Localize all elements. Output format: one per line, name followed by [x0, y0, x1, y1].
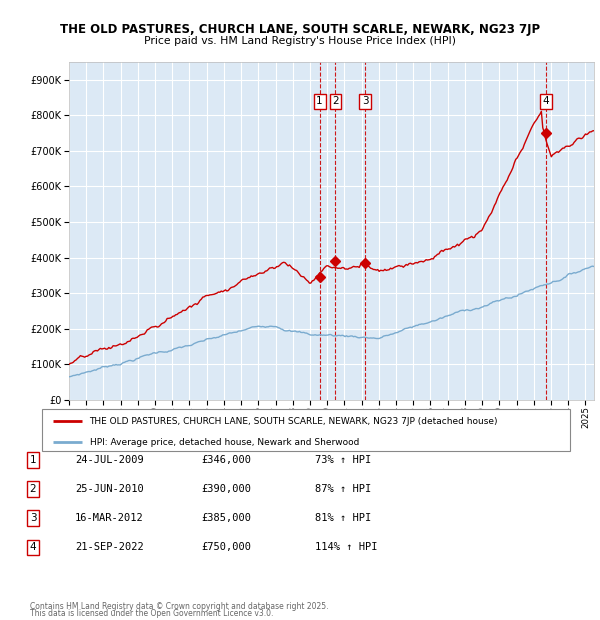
FancyBboxPatch shape — [42, 409, 570, 451]
Text: 4: 4 — [543, 96, 550, 106]
Text: HPI: Average price, detached house, Newark and Sherwood: HPI: Average price, detached house, Newa… — [89, 438, 359, 446]
Text: This data is licensed under the Open Government Licence v3.0.: This data is licensed under the Open Gov… — [30, 609, 274, 618]
Text: 21-SEP-2022: 21-SEP-2022 — [75, 542, 144, 552]
Text: £346,000: £346,000 — [201, 455, 251, 465]
Text: 16-MAR-2012: 16-MAR-2012 — [75, 513, 144, 523]
Text: THE OLD PASTURES, CHURCH LANE, SOUTH SCARLE, NEWARK, NG23 7JP: THE OLD PASTURES, CHURCH LANE, SOUTH SCA… — [60, 24, 540, 36]
Text: 81% ↑ HPI: 81% ↑ HPI — [315, 513, 371, 523]
Text: 3: 3 — [29, 513, 37, 523]
Text: 3: 3 — [362, 96, 368, 106]
Text: £750,000: £750,000 — [201, 542, 251, 552]
Text: Price paid vs. HM Land Registry's House Price Index (HPI): Price paid vs. HM Land Registry's House … — [144, 36, 456, 46]
Text: 2: 2 — [332, 96, 339, 106]
Text: 4: 4 — [29, 542, 37, 552]
Text: 73% ↑ HPI: 73% ↑ HPI — [315, 455, 371, 465]
Text: 1: 1 — [29, 455, 37, 465]
Text: Contains HM Land Registry data © Crown copyright and database right 2025.: Contains HM Land Registry data © Crown c… — [30, 602, 329, 611]
Text: £385,000: £385,000 — [201, 513, 251, 523]
Text: 114% ↑ HPI: 114% ↑ HPI — [315, 542, 377, 552]
Text: 1: 1 — [316, 96, 323, 106]
Text: £390,000: £390,000 — [201, 484, 251, 494]
Text: 24-JUL-2009: 24-JUL-2009 — [75, 455, 144, 465]
Text: 87% ↑ HPI: 87% ↑ HPI — [315, 484, 371, 494]
Text: 25-JUN-2010: 25-JUN-2010 — [75, 484, 144, 494]
Text: THE OLD PASTURES, CHURCH LANE, SOUTH SCARLE, NEWARK, NG23 7JP (detached house): THE OLD PASTURES, CHURCH LANE, SOUTH SCA… — [89, 417, 498, 425]
Text: 2: 2 — [29, 484, 37, 494]
